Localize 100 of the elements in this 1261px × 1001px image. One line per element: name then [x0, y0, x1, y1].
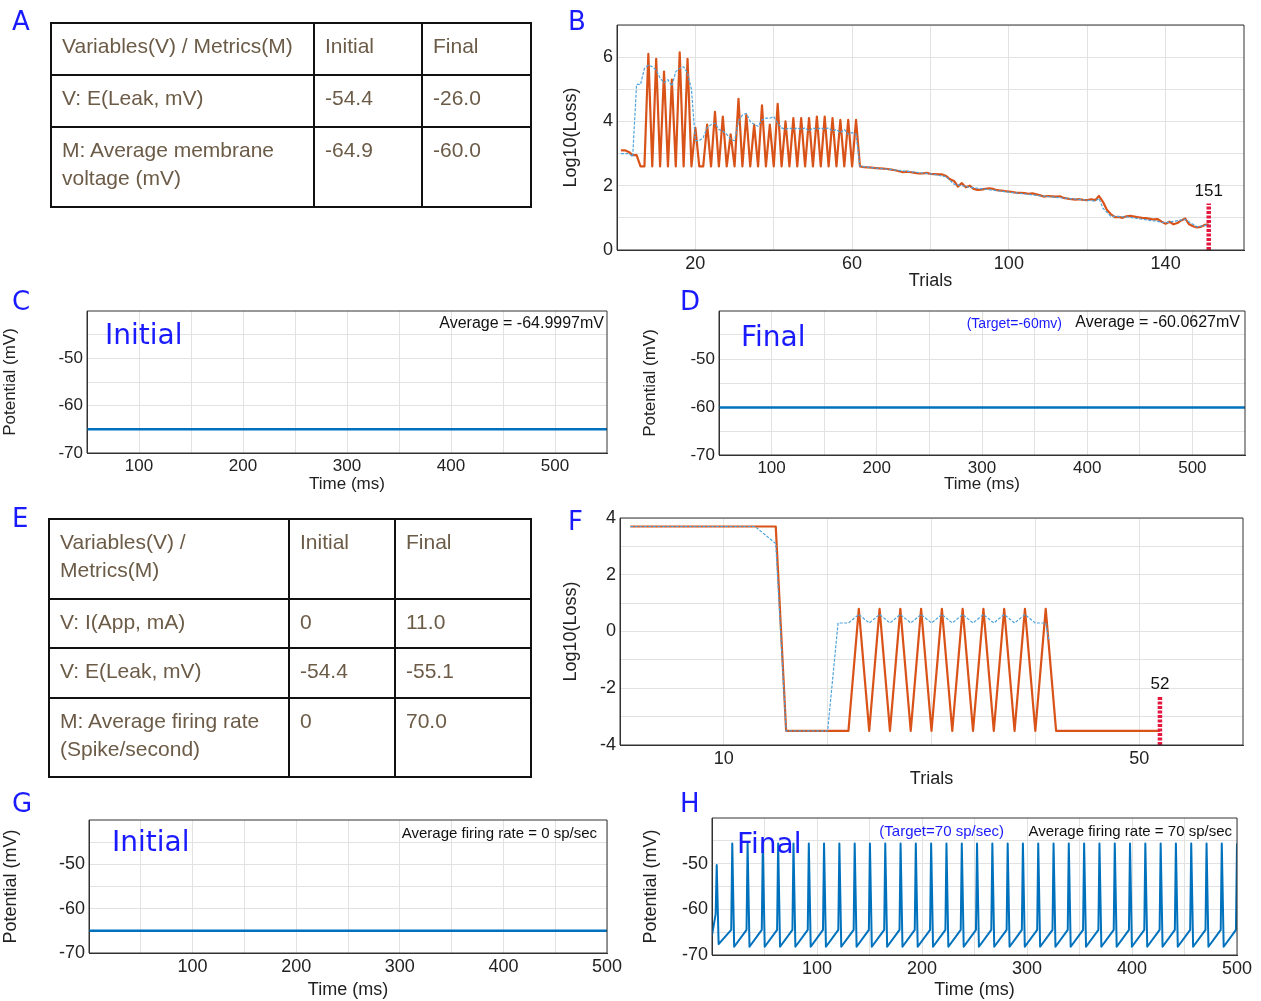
y-tick-label: -2	[599, 677, 616, 698]
y-tick-label: 2	[605, 563, 616, 584]
y-tick-label: -60	[58, 897, 85, 918]
text: -60.0	[422, 127, 531, 207]
x-tick-label: 140	[1150, 252, 1181, 273]
y-tick-label: -50	[681, 852, 708, 873]
y-tick-label: 0	[602, 238, 613, 259]
x-tick-label: 200	[906, 957, 938, 978]
y-tick-label: -50	[58, 853, 85, 874]
annotation: (Target=70 sp/sec)	[879, 822, 1004, 839]
text: Initial	[314, 23, 422, 75]
x-tick-label: 200	[281, 955, 312, 976]
x-tick-label: 400	[1116, 957, 1148, 978]
x-tick-label: 300	[384, 955, 415, 976]
annotation: Final	[737, 827, 802, 860]
text: M: Average membrane voltage (mV)	[51, 127, 314, 207]
text: -54.4	[314, 75, 422, 127]
x-axis-title: Time (ms)	[934, 979, 1015, 1000]
y-tick-label: 6	[602, 46, 613, 67]
x-tick-label: 400	[488, 955, 519, 976]
y-tick-label: -60	[690, 396, 715, 416]
text: Initial	[289, 519, 395, 599]
y-axis-title: Potential (mV)	[639, 829, 660, 944]
chart-title: D	[680, 286, 701, 316]
x-tick-label: 300	[332, 455, 362, 475]
text: V: E(Leak, mV)	[49, 648, 289, 698]
text: 0	[289, 599, 395, 648]
annotation: Average firing rate = 70 sp/sec	[1028, 822, 1232, 839]
x-axis-title: Trials	[909, 768, 954, 789]
x-tick-label: 20	[685, 252, 706, 273]
annotation: Average = -64.9997mV	[439, 314, 604, 331]
y-tick-label: -60	[58, 395, 83, 415]
y-axis-title: Potential (mV)	[0, 829, 20, 944]
y-tick-label: -70	[690, 444, 715, 464]
x-tick-label: 100	[177, 955, 208, 976]
text: E	[12, 503, 29, 533]
x-tick-label: 100	[993, 252, 1024, 273]
x-tick-label: 60	[842, 252, 863, 273]
x-tick-label: 100	[801, 957, 833, 978]
line-series	[629, 525, 1050, 732]
chart-title: F	[568, 506, 583, 536]
x-tick-label: 10	[713, 747, 734, 768]
x-tick-label: 400	[436, 455, 466, 475]
x-tick-label: 400	[1073, 457, 1102, 477]
x-axis-title: Trials	[908, 270, 953, 291]
annotation: Initial	[112, 825, 190, 858]
annotation: Final	[741, 320, 806, 353]
y-axis-title: Potential (mV)	[0, 328, 19, 436]
text: M: Average firing rate (Spike/second)	[49, 698, 289, 777]
y-tick-label: -60	[681, 898, 708, 919]
chart-title: C	[12, 286, 31, 316]
y-tick-label: -70	[58, 442, 83, 462]
text: -54.4	[289, 648, 395, 698]
text: 0	[289, 698, 395, 777]
text: -55.1	[395, 648, 531, 698]
y-tick-label: 4	[602, 110, 613, 131]
y-tick-label: 2	[602, 174, 613, 195]
annotation: 52	[1150, 673, 1170, 693]
text: Final	[395, 519, 531, 599]
x-tick-label: 500	[591, 955, 623, 976]
x-tick-label: 50	[1129, 747, 1150, 768]
annotation: (Target=-60mv)	[966, 315, 1062, 331]
text: -64.9	[314, 127, 422, 207]
y-axis-title: Log10(Loss)	[559, 87, 580, 188]
x-axis-title: Time (ms)	[944, 474, 1020, 494]
x-tick-label: 200	[228, 455, 258, 475]
annotation: 151	[1194, 180, 1223, 200]
text: 70.0	[395, 698, 531, 777]
annotation: Average = -60.0627mV	[1075, 313, 1240, 330]
annotation: Average firing rate = 0 sp/sec	[401, 824, 597, 841]
y-tick-label: -70	[58, 941, 85, 962]
x-tick-label: 500	[540, 455, 570, 475]
text: 11.0	[395, 599, 531, 648]
x-tick-label: 200	[862, 457, 891, 477]
y-tick-label: -70	[681, 943, 708, 964]
text: V: I(App, mA)	[49, 599, 289, 648]
text: Variables(V) / Metrics(M)	[49, 519, 289, 599]
text: -26.0	[422, 75, 531, 127]
y-axis-title: Log10(Loss)	[559, 581, 580, 682]
y-tick-label: -50	[690, 348, 715, 368]
text: Variables(V) / Metrics(M)	[51, 23, 314, 75]
x-tick-label: 300	[967, 457, 997, 477]
x-tick-label: 100	[124, 455, 154, 475]
y-tick-label: -50	[58, 348, 83, 368]
y-tick-label: 0	[605, 620, 616, 641]
x-tick-label: 500	[1178, 457, 1207, 477]
chart-title: H	[680, 788, 700, 818]
y-axis-title: Potential (mV)	[639, 329, 659, 437]
x-tick-label: 300	[1011, 957, 1043, 978]
text: A	[12, 6, 30, 36]
chart-title: B	[568, 6, 586, 36]
y-tick-label: 4	[605, 506, 616, 527]
x-tick-label: 100	[757, 457, 786, 477]
y-tick-label: -4	[599, 733, 616, 754]
x-axis-title: Time (ms)	[307, 979, 389, 1000]
text: Final	[422, 23, 531, 75]
text: V: E(Leak, mV)	[51, 75, 314, 127]
x-axis-title: Time (ms)	[309, 474, 385, 494]
chart-title: G	[12, 788, 33, 818]
x-tick-label: 500	[1221, 957, 1253, 978]
